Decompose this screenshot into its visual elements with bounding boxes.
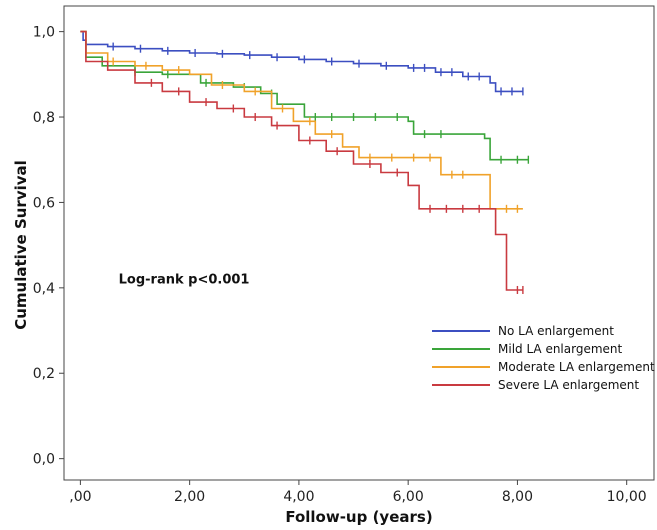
y-tick-label: 0,8 <box>33 110 55 126</box>
series-1 <box>80 30 530 164</box>
x-axis: ,00 2,00 4,00 6,00 8,00 10,00 <box>69 480 647 505</box>
x-axis-title: Follow-up (years) <box>285 508 432 526</box>
legend: No LA enlargement Mild LA enlargement Mode… <box>432 324 655 392</box>
series-0 <box>80 30 524 96</box>
series-line <box>80 30 529 161</box>
legend-label: No LA enlargement <box>498 324 614 338</box>
legend-label: Severe LA enlargement <box>498 378 639 392</box>
y-tick-label: 0,6 <box>33 195 55 211</box>
legend-label: Moderate LA enlargement <box>498 360 655 374</box>
y-axis-title: Cumulative Survival <box>12 160 30 330</box>
y-tick-label: 1,0 <box>33 25 55 41</box>
series-2 <box>80 30 523 213</box>
legend-label: Mild LA enlargement <box>498 342 623 356</box>
series-line <box>80 30 523 93</box>
y-tick-label: 0,4 <box>33 281 55 297</box>
log-rank-annotation: Log-rank p<0.001 <box>119 273 250 288</box>
y-axis: 0,0 0,2 0,4 0,6 0,8 1,0 <box>33 25 64 468</box>
series-3 <box>80 30 524 294</box>
series-layer <box>80 30 530 294</box>
x-tick-label: 10,00 <box>607 489 647 505</box>
series-line <box>80 30 523 210</box>
x-tick-label: ,00 <box>69 489 91 505</box>
x-tick-label: 6,00 <box>393 489 424 505</box>
y-tick-label: 0,2 <box>33 366 55 382</box>
x-tick-label: 2,00 <box>174 489 205 505</box>
x-tick-label: 4,00 <box>283 489 314 505</box>
x-tick-label: 8,00 <box>502 489 533 505</box>
y-tick-label: 0,0 <box>33 452 55 468</box>
series-line <box>80 30 523 291</box>
plot-frame <box>63 5 655 481</box>
